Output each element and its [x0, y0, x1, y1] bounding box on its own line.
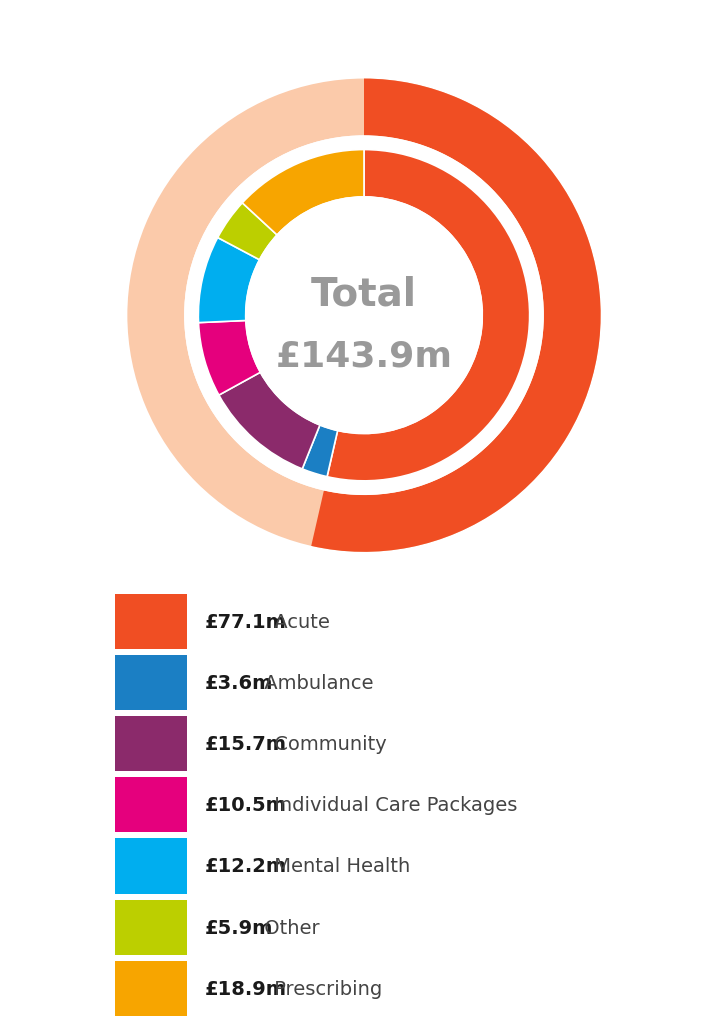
Text: Individual Care Packages: Individual Care Packages [268, 796, 518, 814]
Text: £5.9m: £5.9m [205, 918, 274, 936]
FancyBboxPatch shape [115, 716, 187, 771]
Text: £12.2m: £12.2m [205, 857, 287, 875]
Text: Total: Total [311, 275, 417, 314]
Wedge shape [199, 321, 261, 395]
FancyBboxPatch shape [115, 839, 187, 894]
FancyBboxPatch shape [115, 900, 187, 955]
Circle shape [245, 198, 483, 434]
Text: Prescribing: Prescribing [268, 979, 382, 998]
Text: £143.9m: £143.9m [275, 339, 453, 373]
FancyBboxPatch shape [115, 777, 187, 833]
Text: £3.6m: £3.6m [205, 674, 274, 692]
Wedge shape [327, 151, 530, 481]
Text: Acute: Acute [268, 612, 330, 631]
FancyBboxPatch shape [115, 961, 187, 1016]
Text: Mental Health: Mental Health [268, 857, 411, 875]
Text: Other: Other [258, 918, 320, 936]
Wedge shape [219, 373, 320, 470]
Wedge shape [312, 79, 601, 552]
Text: £77.1m: £77.1m [205, 612, 287, 631]
Text: Community: Community [268, 735, 387, 753]
Wedge shape [184, 137, 544, 495]
Wedge shape [127, 79, 601, 552]
Wedge shape [198, 238, 259, 323]
Wedge shape [302, 426, 338, 477]
Wedge shape [242, 151, 364, 235]
FancyBboxPatch shape [115, 655, 187, 710]
Text: £10.5m: £10.5m [205, 796, 287, 814]
Text: Ambulance: Ambulance [258, 674, 374, 692]
FancyBboxPatch shape [115, 594, 187, 649]
Wedge shape [218, 204, 277, 261]
Text: £18.9m: £18.9m [205, 979, 287, 998]
Text: £15.7m: £15.7m [205, 735, 287, 753]
